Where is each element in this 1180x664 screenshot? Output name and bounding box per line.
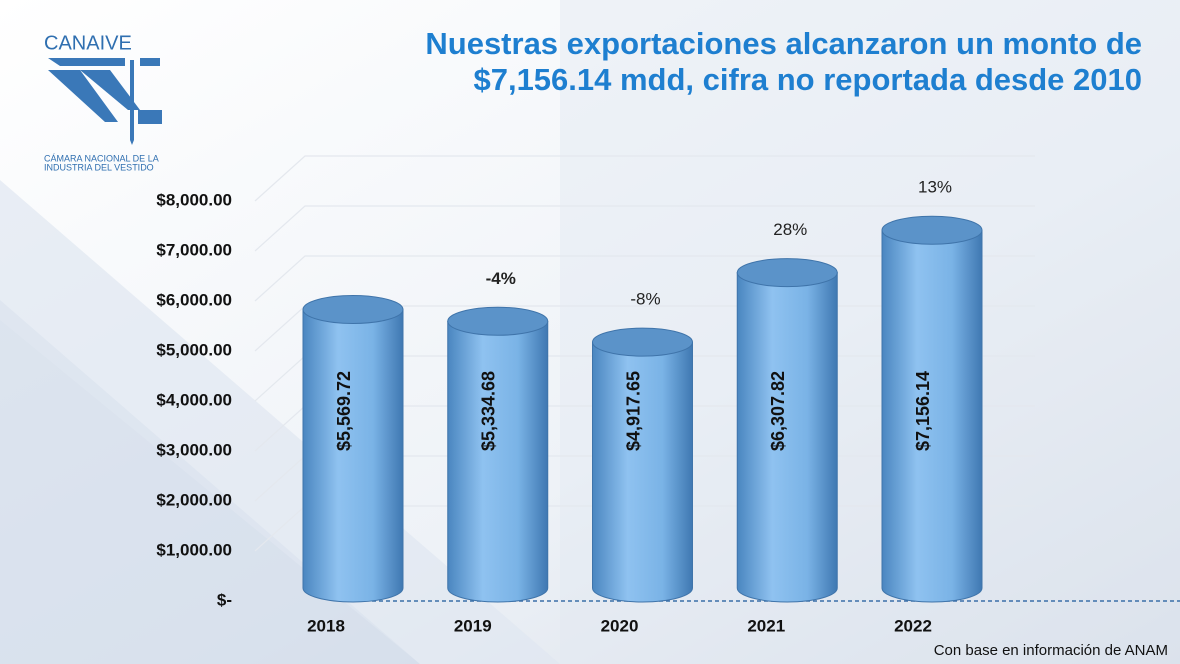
y-tick-label: $6,000.00 (156, 290, 232, 309)
growth-label: 28% (773, 220, 807, 239)
logo: CANAIVE CÁMARA NACIONAL DE LA INDUSTRIA … (44, 32, 162, 172)
bar (881, 229, 983, 603)
logo-mark (48, 58, 162, 145)
chart-title: $7,156.14 mdd, cifra no reportada desde … (473, 62, 1142, 97)
value-label: $5,334.68 (479, 371, 499, 451)
x-tick-label: 2019 (454, 616, 492, 635)
logo-subtitle: CÁMARA NACIONAL DE LA (44, 153, 159, 163)
grid-line (254, 205, 1035, 252)
value-label: $5,569.72 (334, 371, 354, 451)
grid-line (254, 255, 1035, 302)
x-tick-label: 2020 (601, 616, 639, 635)
x-tick-label: 2018 (307, 616, 345, 635)
x-tick-label: 2021 (747, 616, 785, 635)
bar-top (447, 306, 549, 336)
y-tick-label: $4,000.00 (156, 390, 232, 409)
logo-name: CANAIVE (44, 32, 132, 54)
grid-line (254, 155, 1035, 202)
y-tick-label: $5,000.00 (156, 340, 232, 359)
growth-label: -8% (630, 290, 660, 309)
x-tick-label: 2022 (894, 616, 932, 635)
source-note: Con base en información de ANAM (934, 642, 1168, 659)
value-label: $6,307.82 (768, 371, 788, 451)
bar-top (592, 327, 693, 357)
y-tick-label: $8,000.00 (156, 190, 232, 209)
growth-label: -4% (486, 269, 516, 288)
bg-shape (0, 180, 560, 664)
y-tick-label: $2,000.00 (156, 490, 232, 509)
growth-label: 13% (918, 178, 952, 197)
y-tick-label: $- (217, 590, 232, 609)
value-label: $4,917.65 (623, 371, 643, 451)
bar (736, 272, 838, 603)
value-label: $7,156.14 (913, 371, 933, 451)
chart-title: Nuestras exportaciones alcanzaron un mon… (425, 26, 1142, 61)
bar (302, 309, 404, 603)
bar-top (302, 295, 404, 325)
bar (592, 341, 693, 603)
y-tick-label: $3,000.00 (156, 440, 232, 459)
y-tick-label: $1,000.00 (156, 540, 232, 559)
bar-top (881, 215, 983, 245)
bar-top (736, 258, 838, 288)
logo-subtitle: INDUSTRIA DEL VESTIDO (44, 162, 154, 172)
y-tick-label: $7,000.00 (156, 240, 232, 259)
bar (447, 320, 549, 603)
